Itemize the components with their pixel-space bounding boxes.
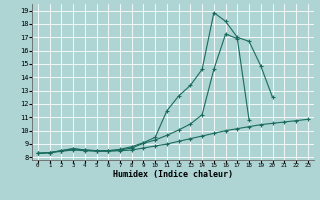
X-axis label: Humidex (Indice chaleur): Humidex (Indice chaleur) xyxy=(113,170,233,179)
